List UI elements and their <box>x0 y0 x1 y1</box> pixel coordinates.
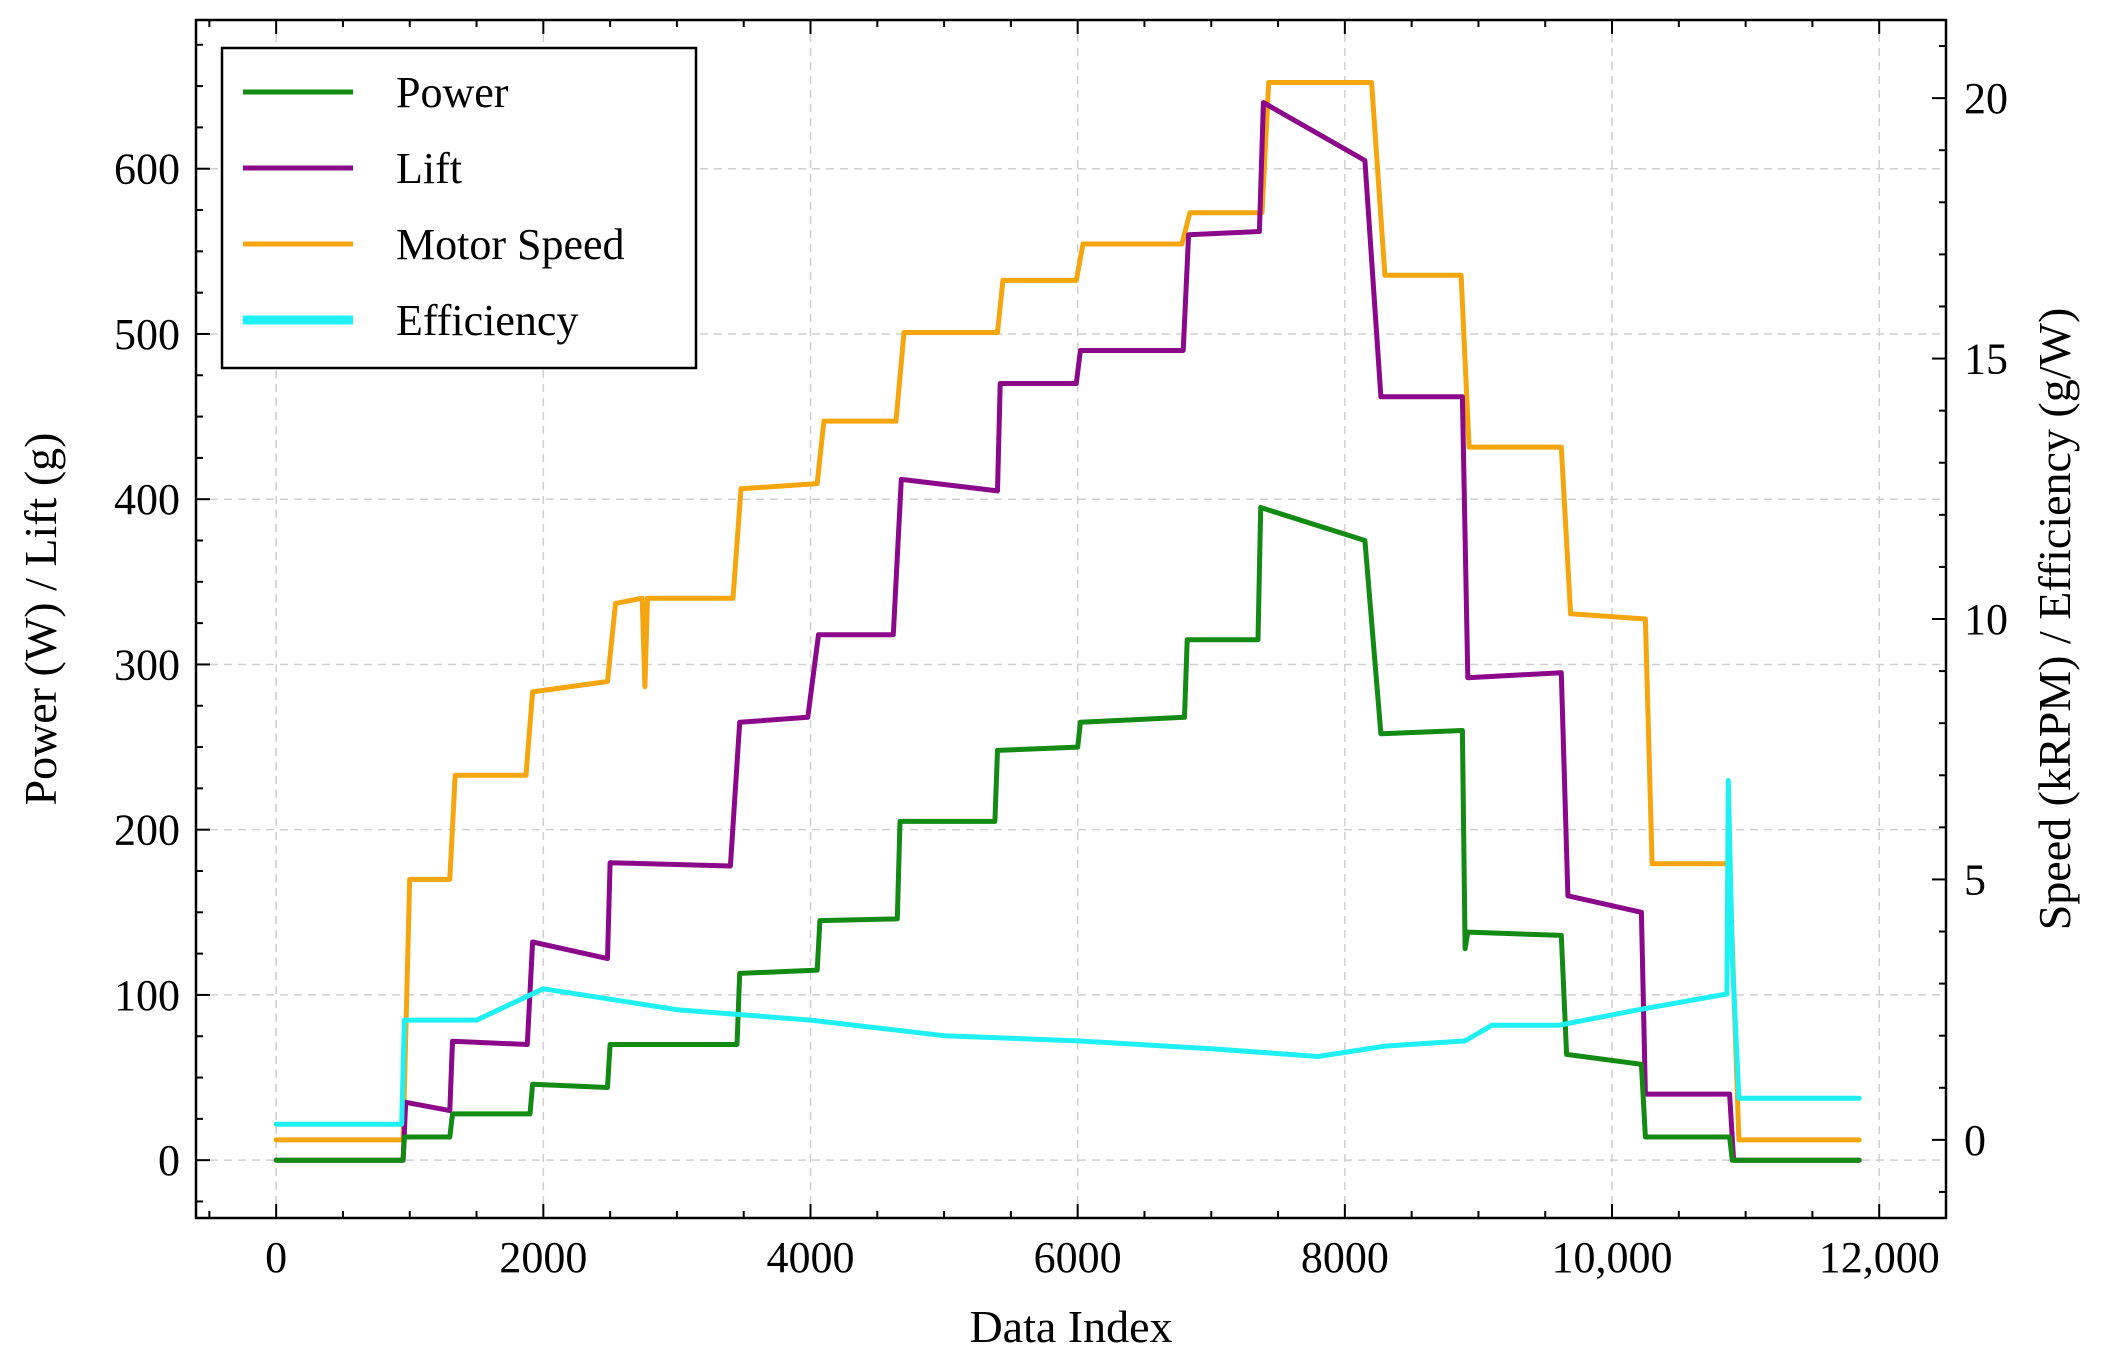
legend-label-power: Power <box>396 68 509 117</box>
series-line-motor-speed <box>273 80 1862 1143</box>
x-tick-label: 4000 <box>767 1233 855 1282</box>
series-line-efficiency <box>273 778 1862 1127</box>
y-right-tick-label: 0 <box>1964 1116 1986 1165</box>
x-tick-label: 0 <box>265 1233 287 1282</box>
legend-label-lift: Lift <box>396 144 462 193</box>
legend-label-motor-speed: Motor Speed <box>396 220 625 269</box>
y-right-tick-label: 10 <box>1964 595 2008 644</box>
y-left-tick-label: 400 <box>114 475 180 524</box>
grid-layer <box>196 20 1946 1218</box>
y-left-tick-label: 300 <box>114 640 180 689</box>
x-tick-label: 6000 <box>1034 1233 1122 1282</box>
series-line-power <box>273 505 1862 1163</box>
x-tick-label: 10,000 <box>1552 1233 1673 1282</box>
y-left-tick-label: 600 <box>114 145 180 194</box>
y-left-tick-label: 0 <box>158 1136 180 1185</box>
series-layer <box>273 80 1862 1163</box>
y-left-tick-label: 500 <box>114 310 180 359</box>
y-right-tick-label: 15 <box>1964 335 2008 384</box>
y-left-tick-label: 200 <box>114 806 180 855</box>
tick-layer: 0 2000 4000 6000 8000 10,000 12,00001002003004… <box>114 20 2008 1282</box>
legend: Power Lift Motor Speed Efficiency <box>220 46 698 370</box>
legend-label-efficiency: Efficiency <box>396 296 578 345</box>
y-right-tick-label: 20 <box>1964 74 2008 123</box>
x-tick-label: 8000 <box>1301 1233 1389 1282</box>
y-axis-label-right: Speed (kRPM) / Efficiency (g/W) <box>2029 308 2080 931</box>
x-tick-label: 2000 <box>499 1233 587 1282</box>
y-right-tick-label: 5 <box>1964 855 1986 904</box>
legend-box <box>220 46 698 370</box>
x-tick-label: 12,000 <box>1819 1233 1940 1282</box>
y-left-tick-label: 100 <box>114 971 180 1020</box>
y-axis-label-left: Power (W) / Lift (g) <box>15 433 66 806</box>
x-axis-label: Data Index <box>969 1301 1172 1352</box>
